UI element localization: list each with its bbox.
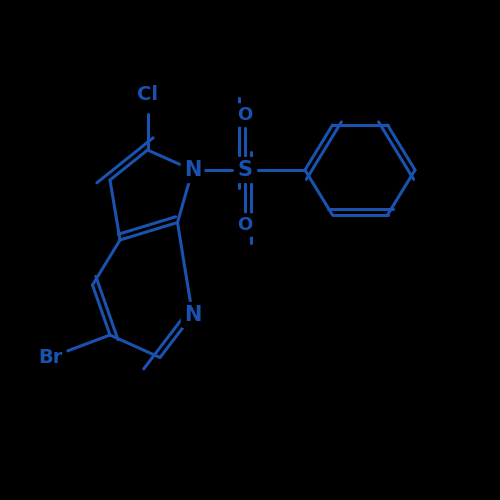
- Text: O: O: [238, 106, 252, 124]
- Text: O: O: [238, 216, 252, 234]
- Text: N: N: [184, 160, 201, 180]
- Text: Br: Br: [38, 348, 62, 367]
- Text: S: S: [238, 160, 252, 180]
- Text: Cl: Cl: [137, 86, 158, 104]
- Text: N: N: [184, 305, 201, 325]
